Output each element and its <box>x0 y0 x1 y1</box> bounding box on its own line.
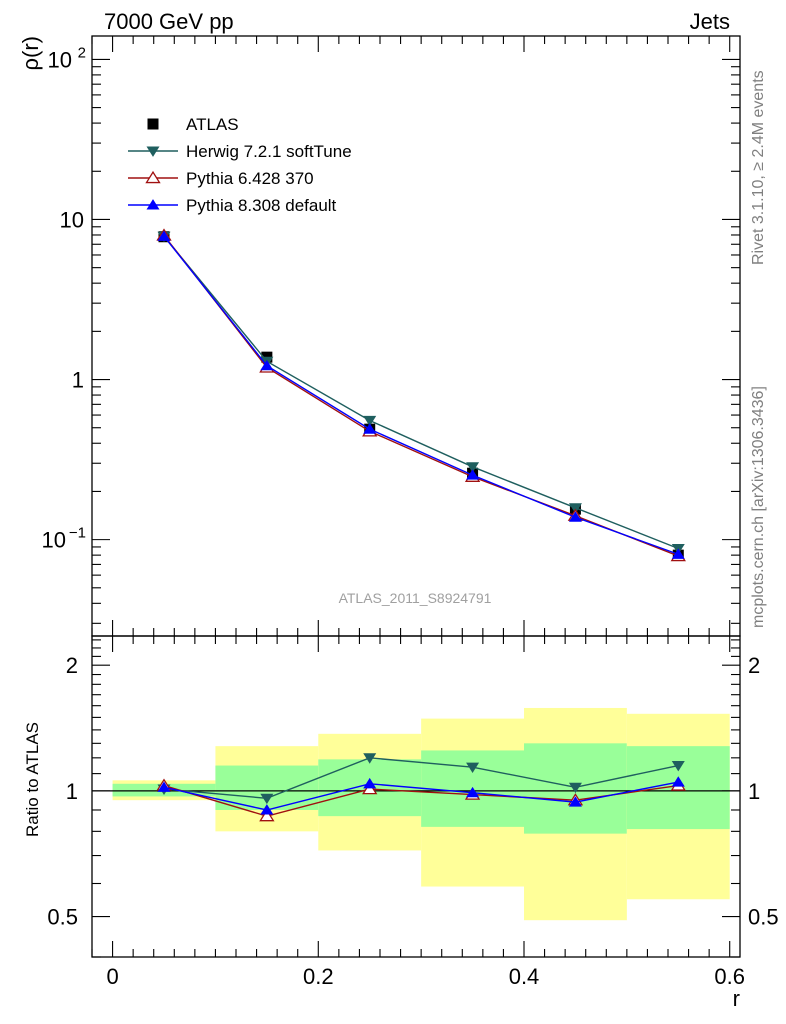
main-point-pythia-8-308-default-2 <box>363 423 377 434</box>
x-tick-label-0.2: 0.2 <box>303 964 334 989</box>
ratio-y-tick-label-right-0.5: 0.5 <box>748 905 779 930</box>
main-point-pythia-8-308-default-1 <box>260 359 274 371</box>
x-tick-label-0: 0 <box>106 964 118 989</box>
main-point-pythia-8-308-default-4 <box>568 511 582 522</box>
main-point-herwig-7-2-1-softtune-2 <box>363 415 377 427</box>
ratio-point-pythia-8-308-default-2 <box>363 777 377 789</box>
legend-marker-pythia-6-428-370 <box>145 170 161 184</box>
header-process: 7000 GeV pp <box>104 9 234 34</box>
legend: ATLAS Herwig 7.2.1 softTune Pythia 6.428 3… <box>128 115 352 215</box>
ratio-point-pythia-6-428-370-1 <box>259 809 275 822</box>
main-series-layer <box>156 228 686 562</box>
legend-label-atlas: ATLAS <box>186 115 239 134</box>
ratio-point-herwig-7-2-1-softtune-4 <box>568 782 582 794</box>
main-line-pythia-6-428-370 <box>163 234 679 557</box>
analysis-watermark: ATLAS_2011_S8924791 <box>339 590 492 606</box>
mcplots-label: mcplots.cern.ch [arXiv:1306.3436] <box>750 386 767 628</box>
main-y-tick-label: 10 <box>48 47 72 72</box>
ratio-point-pythia-8-308-default-4 <box>568 796 582 807</box>
ratio-point-pythia-8-308-default-0 <box>157 781 171 792</box>
ratio-line-herwig-7-2-1-softtune <box>163 757 679 800</box>
ratio-frame <box>91 635 741 958</box>
legend-label-pythia-6-428-370: Pythia 6.428 370 <box>186 169 314 188</box>
ratio-bands <box>92 707 740 921</box>
legend-marker-herwig-7-2-1-softtune <box>146 146 160 157</box>
ratio-ylabel: Ratio to ATLAS <box>23 722 42 837</box>
main-y-tick-label: 10 <box>42 528 66 553</box>
ratio-point-pythia-8-308-default-5 <box>671 776 685 787</box>
rivet-label: Rivet 3.1.10, ≥ 2.4M events <box>750 70 767 265</box>
legend-marker-pythia-8-308-default <box>146 199 160 210</box>
main-point-pythia-8-308-default-0 <box>157 230 171 241</box>
ratio-point-pythia-8-308-default-1 <box>260 804 274 815</box>
main-point-herwig-7-2-1-softtune-4 <box>568 503 582 514</box>
panel-frames <box>91 35 741 958</box>
ratio-y-tick-label-0.5: 0.5 <box>47 905 78 930</box>
header-observable: Jets <box>690 9 730 34</box>
ratio-point-pythia-6-428-370-2 <box>362 782 378 795</box>
main-point-pythia-8-308-default-3 <box>466 469 480 480</box>
legend-label-herwig-7-2-1-softtune: Herwig 7.2.1 softTune <box>186 142 352 161</box>
ratio-y-tick-label-right-1: 1 <box>748 779 760 804</box>
legend-marker-atlas <box>147 118 159 130</box>
x-tick-label-0.4: 0.4 <box>509 964 540 989</box>
ratio-xlabel: r <box>733 986 740 1011</box>
ratio-point-herwig-7-2-1-softtune-3 <box>466 762 480 773</box>
main-line-herwig-7-2-1-softtune <box>163 235 679 550</box>
ratio-line-pythia-6-428-370 <box>163 784 679 817</box>
main-point-pythia-8-308-default-5 <box>671 548 685 559</box>
ratio-line-pythia-8-308-default <box>163 781 679 811</box>
ratio-y-tick-label-right-2: 2 <box>748 653 760 678</box>
ratio-series-layer <box>156 753 686 822</box>
main-line-pythia-8-308-default <box>163 235 679 555</box>
ratio-point-herwig-7-2-1-softtune-1 <box>260 793 274 805</box>
main-y-tick-label: 1 <box>72 368 84 393</box>
main-y-tick-label: 10 <box>60 207 84 232</box>
ratio-y-tick-label-2: 2 <box>66 653 78 678</box>
ratio-y-tick-label-1: 1 <box>66 779 78 804</box>
main-y-tick-exponent: −1 <box>69 525 86 542</box>
x-tick-label-0.6: 0.6 <box>714 964 745 989</box>
main-point-herwig-7-2-1-softtune-3 <box>466 462 480 473</box>
ratio-point-pythia-8-308-default-3 <box>466 786 480 798</box>
main-y-tick-exponent: 2 <box>78 44 86 61</box>
ratio-point-herwig-7-2-1-softtune-5 <box>671 761 685 772</box>
ratio-point-herwig-7-2-1-softtune-2 <box>363 753 377 764</box>
main-ylabel: ρ(r) <box>18 36 43 71</box>
legend-label-pythia-8-308-default: Pythia 8.308 default <box>186 196 337 215</box>
